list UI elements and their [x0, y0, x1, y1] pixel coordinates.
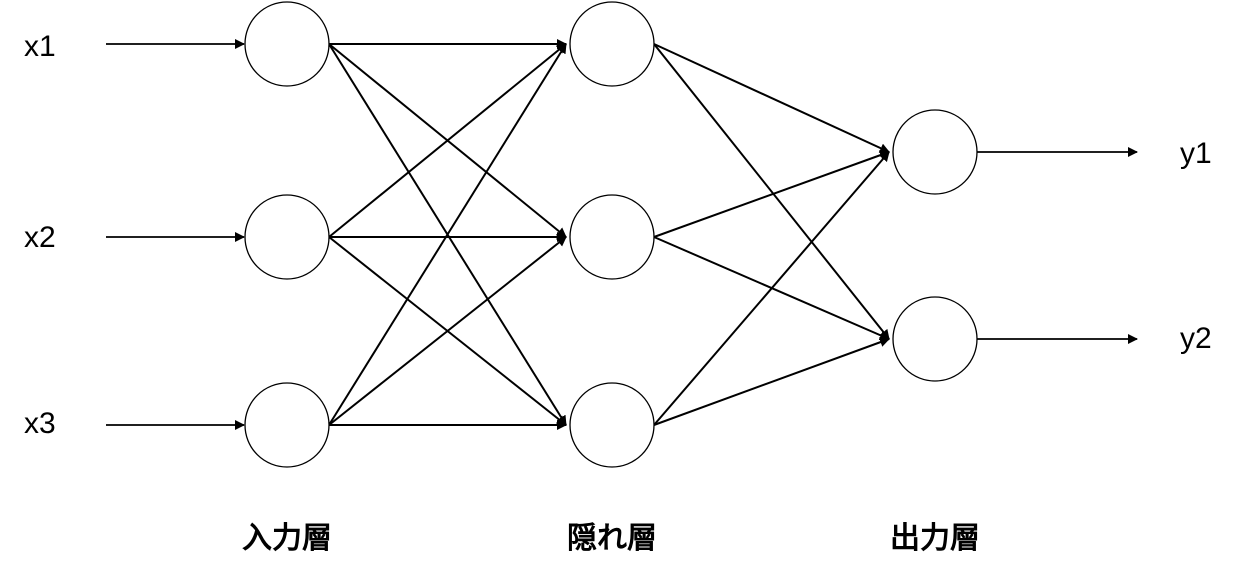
edge-hidden3-to-output1 — [653, 151, 890, 426]
input-label-x1: x1 — [24, 30, 56, 63]
io-arrows — [106, 39, 1138, 430]
output-node-2 — [892, 296, 978, 382]
hidden-node-1 — [569, 1, 655, 87]
input-node-2 — [244, 194, 330, 280]
layer-label-input: 入力層 — [242, 521, 332, 556]
edge-input3-to-hidden2 — [328, 236, 567, 426]
output-node-1 — [892, 109, 978, 195]
output-label-y2: y2 — [1180, 322, 1212, 355]
input-node-1 — [244, 1, 330, 87]
layer-label-output: 出力層 — [890, 521, 980, 556]
output-label-y1: y1 — [1180, 137, 1212, 170]
input-node-3 — [244, 382, 330, 468]
hidden-node-3 — [569, 382, 655, 468]
input-label-x3: x3 — [24, 407, 56, 440]
edge-hidden2-to-output1 — [653, 150, 890, 238]
edge-hidden3-to-output2 — [653, 337, 890, 426]
hidden-node-2 — [569, 194, 655, 280]
edge-input2-to-hidden1 — [328, 43, 567, 238]
edge-input3-to-hidden1 — [328, 43, 567, 426]
connection-lines — [328, 39, 890, 430]
layer-label-hidden: 隠れ層 — [567, 521, 657, 556]
layer-nodes — [244, 1, 978, 468]
edge-hidden1-to-output1 — [653, 43, 890, 153]
input-label-x2: x2 — [24, 221, 56, 254]
edge-hidden1-to-output2 — [653, 43, 890, 340]
